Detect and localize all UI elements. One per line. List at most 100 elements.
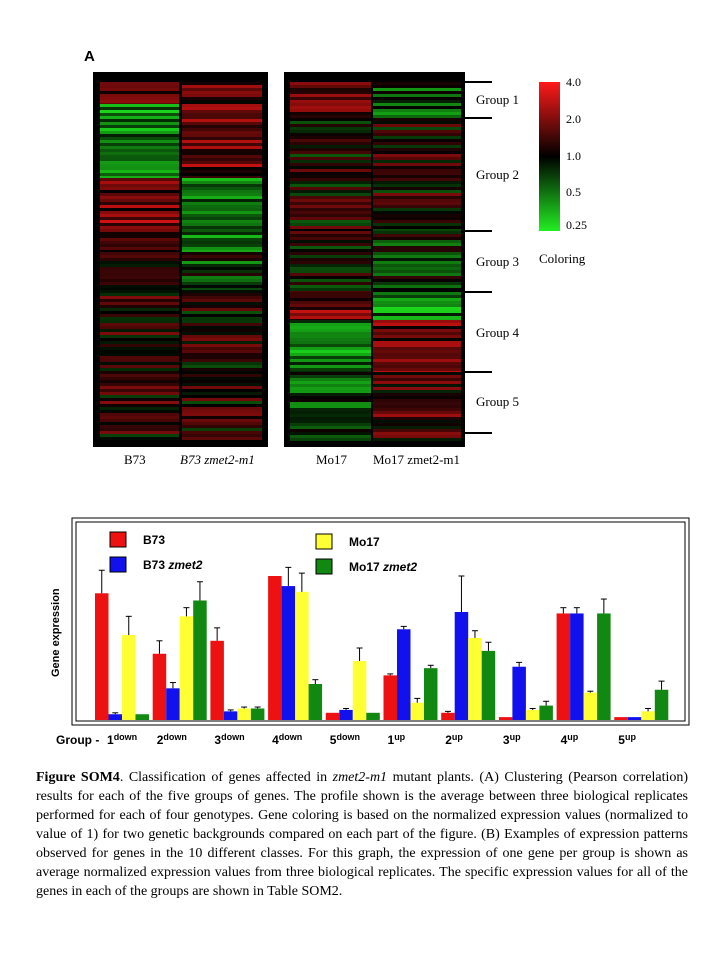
heatmap-cell (100, 410, 179, 413)
heatmap-cell (373, 384, 461, 387)
heatmap-cell (290, 154, 371, 157)
heatmap-cell (373, 205, 461, 208)
heatmap-cell (182, 389, 262, 392)
heatmap-cell (290, 118, 371, 121)
heatmap-cell (290, 142, 371, 145)
heatmap-cell (100, 184, 179, 187)
heatmap-cell (100, 290, 179, 293)
heatmap-cell (290, 411, 371, 414)
bar (481, 650, 496, 720)
heatmap-cell (373, 365, 461, 368)
heatmap-cell (182, 431, 262, 434)
heatmap-cell (373, 85, 461, 88)
heatmap-cell (290, 313, 371, 316)
heatmap-cell (100, 276, 179, 279)
heatmap-cell (373, 402, 461, 405)
heatmap-cell (100, 247, 179, 250)
heatmap-cell (100, 181, 179, 184)
heatmap-cell (373, 316, 461, 319)
heatmap-cell (100, 347, 179, 350)
heatmap-cell (100, 320, 179, 323)
bar (597, 613, 611, 720)
heatmap-cell (373, 231, 461, 234)
heatmap-cell (182, 146, 262, 149)
heatmap-cell (373, 393, 461, 396)
heatmap-cell (373, 298, 461, 301)
bar (268, 576, 282, 720)
heatmap-cell (182, 223, 262, 226)
heatmap-cell (290, 193, 371, 196)
heatmap-cell (290, 172, 371, 175)
heatmap-cell (373, 243, 461, 246)
heatmap-cell (290, 217, 371, 220)
heatmap-cell (373, 335, 461, 338)
bar (468, 637, 482, 720)
bar (383, 675, 397, 720)
heatmap-cell (290, 429, 371, 432)
heatmap-cell (373, 145, 461, 148)
heatmap-cell (182, 362, 262, 365)
heatmap-cell (182, 317, 262, 320)
heatmap-cell (290, 181, 371, 184)
bar (583, 692, 598, 720)
heatmap-cell (182, 365, 262, 368)
heatmap-cell (100, 380, 179, 383)
heatmap-cell (373, 178, 461, 181)
heatmap-cell (182, 264, 262, 267)
heatmap-cell (100, 305, 179, 308)
heatmap-cell (182, 167, 262, 170)
heatmap-cell (290, 329, 371, 332)
x-tick-label: 1down (107, 732, 137, 747)
heatmap-cell (373, 142, 461, 145)
heatmap-cell (182, 273, 262, 276)
heatmap-cell (373, 264, 461, 267)
heatmap-cell (182, 261, 262, 264)
heatmap-cell (290, 405, 371, 408)
heatmap-cell (290, 292, 371, 295)
heatmap-cell (182, 407, 262, 410)
heatmap-cell (182, 176, 262, 179)
heatmap-cell (100, 383, 179, 386)
heatmap-cell (100, 392, 179, 395)
heatmap-cell (182, 202, 262, 205)
group-label-1: Group 1 (476, 92, 519, 107)
heatmap-cell (290, 121, 371, 124)
heatmap-cell (290, 423, 371, 426)
heatmap-cell (373, 267, 461, 270)
heatmap-cell (373, 109, 461, 112)
bar (614, 717, 628, 720)
bar (325, 712, 340, 720)
heatmap-cell (182, 107, 262, 110)
bar (641, 711, 655, 720)
legend-swatch (315, 558, 333, 575)
heatmap-cell (100, 341, 179, 344)
heatmap-cell (373, 368, 461, 371)
bar (281, 586, 296, 720)
heatmap-cell (373, 100, 461, 103)
group-label-4: Group 4 (476, 325, 519, 340)
heatmap-cell (182, 250, 262, 253)
scale-tick-2: 2.0 (566, 112, 581, 126)
bar (424, 668, 438, 720)
heatmap-cell (290, 270, 371, 273)
heatmap-cell (290, 426, 371, 429)
x-tick-label: 2up (445, 732, 463, 747)
heatmap-cell (100, 326, 179, 329)
heatmap-cell (290, 320, 371, 323)
heatmap-cell (373, 208, 461, 211)
heatmap-cell (182, 170, 262, 173)
heatmap-cell (182, 422, 262, 425)
heatmap-cell (290, 94, 371, 97)
heatmap-cell (290, 106, 371, 109)
heatmap-cell (100, 377, 179, 380)
heatmap-cell (373, 375, 461, 378)
heatmap-cell (373, 381, 461, 384)
x-tick-label: 5up (618, 732, 636, 747)
heatmap-cell (100, 302, 179, 305)
heatmap-cell (373, 347, 461, 350)
heatmap-cell (100, 428, 179, 431)
x-tick-label: 4down (272, 732, 302, 747)
heatmap-cell (100, 437, 179, 440)
heatmap-cell (290, 166, 371, 169)
heatmap-cell (182, 267, 262, 270)
